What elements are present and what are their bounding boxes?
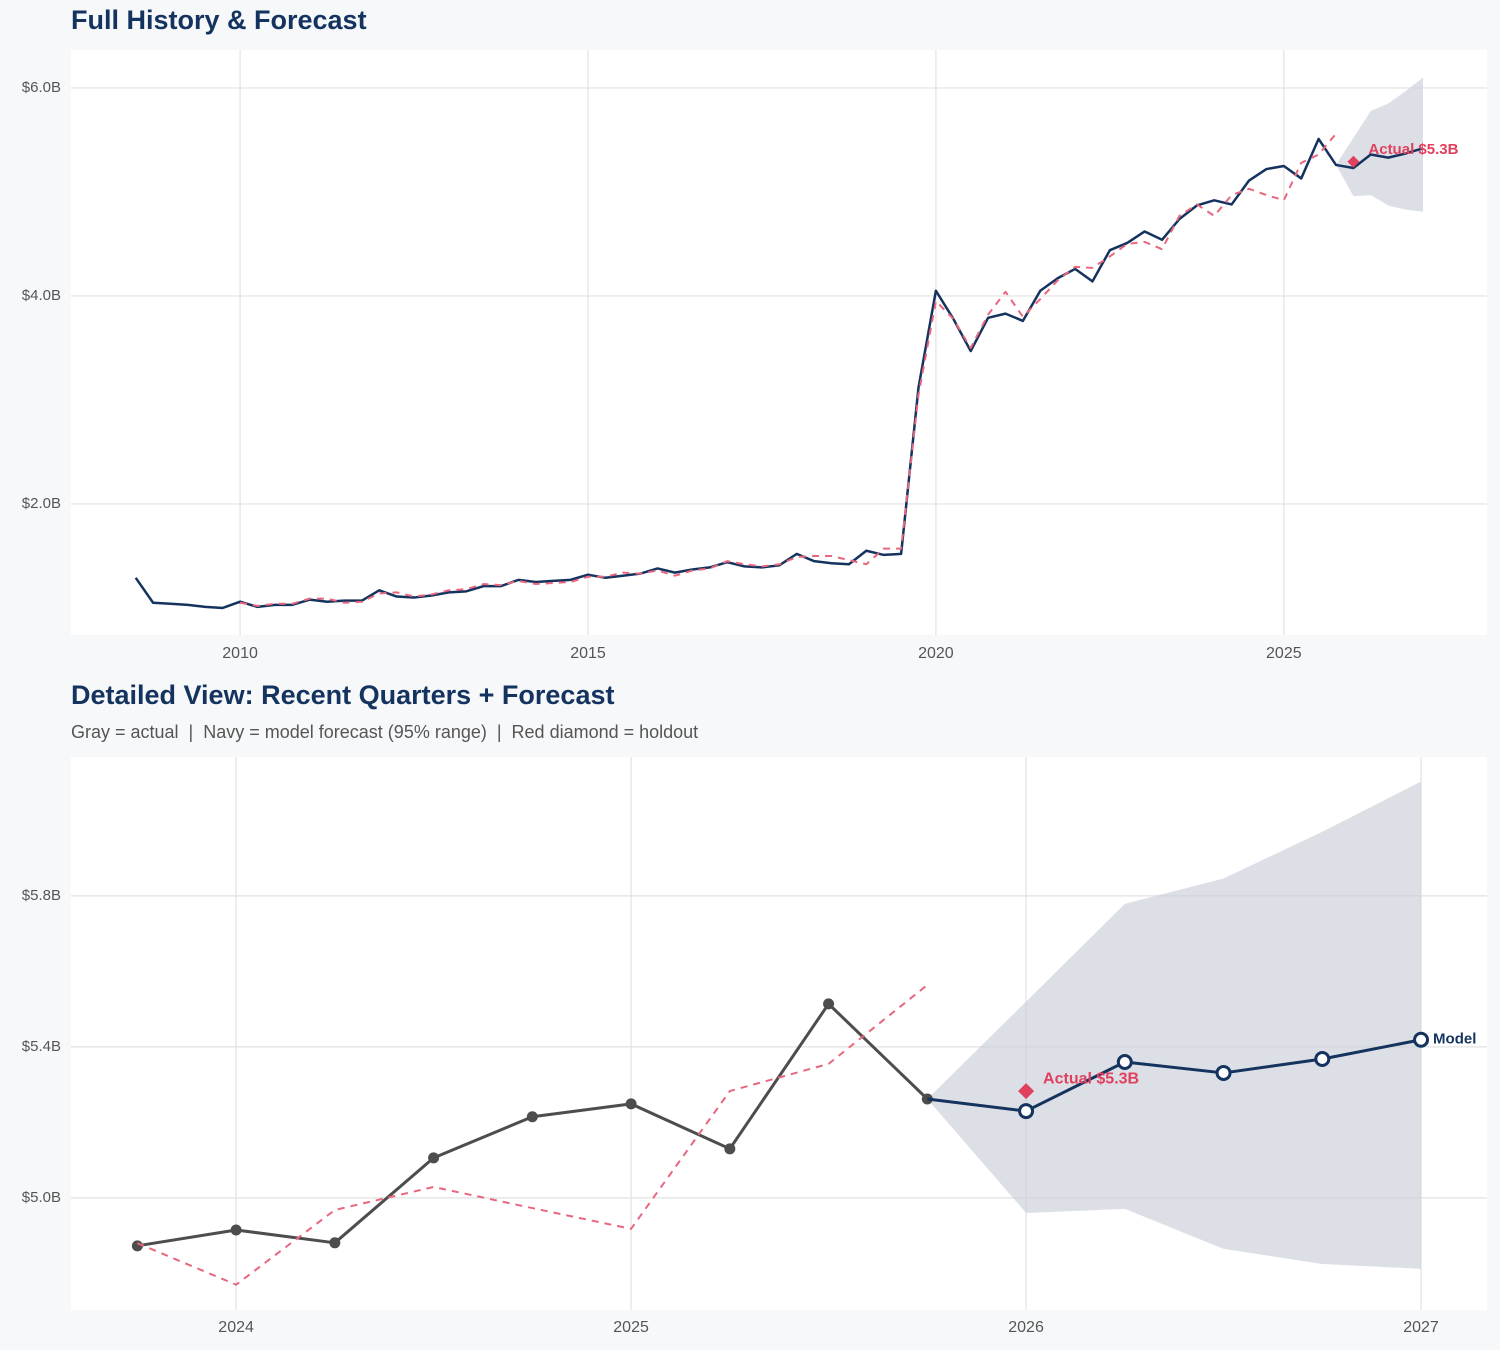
y-tick-label: $6.0B — [22, 79, 61, 96]
series-line — [134, 137, 1424, 610]
series-line — [136, 984, 928, 1286]
y-tick-label: $2.0B — [22, 495, 61, 512]
data-point — [428, 1152, 440, 1164]
x-tick-label: 2026 — [1008, 1319, 1044, 1336]
holdout-label: Actual $5.3B — [1368, 141, 1458, 158]
chart-title: Detailed View: Recent Quarters + Forecas… — [71, 680, 614, 710]
data-point — [230, 1224, 242, 1236]
data-point — [1413, 1031, 1430, 1048]
holdout-marker — [1018, 1083, 1035, 1100]
holdout-marker — [1347, 155, 1360, 168]
data-point — [625, 1098, 637, 1110]
chart-title: Full History & Forecast — [71, 5, 367, 35]
x-tick-label: 2027 — [1403, 1319, 1439, 1336]
x-tick-label: 2020 — [918, 645, 954, 662]
x-tick-label: 2025 — [1266, 645, 1302, 662]
data-point — [724, 1143, 736, 1155]
x-tick-label: 2010 — [222, 645, 258, 662]
x-tick-label: 2025 — [613, 1319, 649, 1336]
holdout-label: Actual $5.3B — [1043, 1070, 1139, 1087]
plot-area — [71, 50, 1487, 635]
y-tick-label: $4.0B — [22, 287, 61, 304]
x-tick-label: 2015 — [570, 645, 606, 662]
series-label: Model — [1433, 1031, 1476, 1048]
forecast-band — [927, 781, 1422, 1269]
data-point — [1116, 1053, 1133, 1070]
y-tick-label: $5.8B — [22, 887, 61, 904]
y-tick-label: $5.0B — [22, 1189, 61, 1206]
x-tick-label: 2024 — [218, 1319, 254, 1336]
y-tick-label: $5.4B — [22, 1038, 61, 1055]
data-point — [1314, 1050, 1331, 1067]
series-line — [239, 133, 1337, 607]
data-point — [131, 1240, 143, 1252]
data-point — [329, 1237, 341, 1249]
forecast-band — [1336, 77, 1423, 212]
data-point — [1215, 1064, 1232, 1081]
series-line — [927, 1038, 1422, 1113]
chart-subtitle: Gray = actual | Navy = model forecast (9… — [71, 722, 698, 742]
data-point — [823, 998, 835, 1010]
data-point — [1018, 1103, 1035, 1120]
data-point — [526, 1111, 538, 1123]
